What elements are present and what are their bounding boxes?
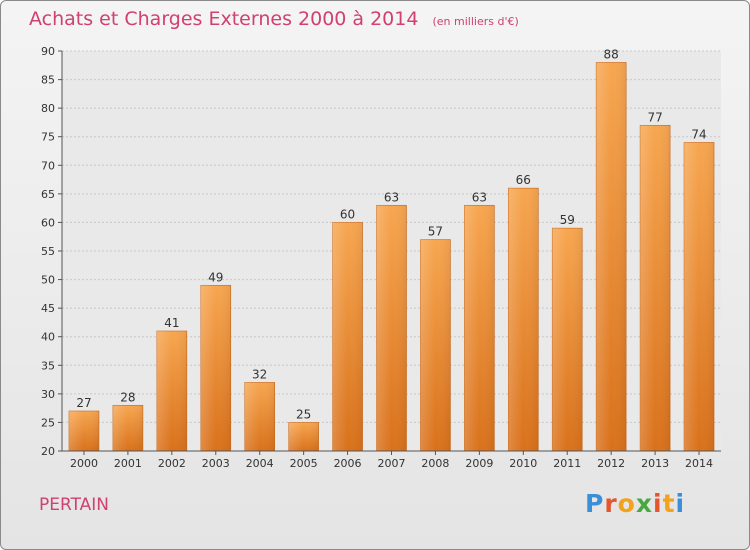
x-tick-label: 2014 <box>685 457 713 470</box>
y-tick-label: 35 <box>41 359 55 372</box>
x-tick-label: 2008 <box>421 457 449 470</box>
data-label: 74 <box>691 127 706 141</box>
data-label: 66 <box>516 173 531 187</box>
logo-letter: x <box>635 489 653 518</box>
bar-shine <box>684 142 715 451</box>
x-tick-label: 2007 <box>378 457 406 470</box>
bar-shine <box>200 285 231 451</box>
data-label: 60 <box>340 207 355 221</box>
y-tick-label: 20 <box>41 445 55 458</box>
bar-shine <box>332 222 363 451</box>
logo-letter: P <box>585 489 605 518</box>
y-tick-label: 90 <box>41 45 55 58</box>
data-label: 41 <box>164 316 179 330</box>
x-tick-label: 2013 <box>641 457 669 470</box>
logo-letter: o <box>617 489 636 518</box>
data-label: 57 <box>428 225 443 239</box>
bar-shine <box>112 405 143 451</box>
logo-letter: r <box>604 489 618 518</box>
chart-subtitle: (en milliers d'€) <box>432 15 519 28</box>
bar-shine <box>420 239 451 451</box>
y-tick-label: 85 <box>41 74 55 87</box>
bar-shine <box>596 62 627 452</box>
data-label: 63 <box>384 190 399 204</box>
y-tick-label: 60 <box>41 216 55 229</box>
x-tick-label: 2012 <box>597 457 625 470</box>
bar-shine <box>464 205 495 451</box>
x-tick-label: 2000 <box>70 457 98 470</box>
chart-title: Achats et Charges Externes 2000 à 2014 (… <box>29 8 519 30</box>
y-tick-label: 70 <box>41 159 55 172</box>
y-tick-label: 80 <box>41 102 55 115</box>
y-tick-label: 55 <box>41 245 55 258</box>
data-label: 77 <box>647 110 662 124</box>
y-tick-label: 40 <box>41 331 55 344</box>
y-tick-label: 45 <box>41 302 55 315</box>
x-tick-label: 2011 <box>553 457 581 470</box>
x-tick-label: 2006 <box>334 457 362 470</box>
bar-shine <box>508 188 539 451</box>
bar-shine <box>156 331 187 451</box>
data-label: 49 <box>208 270 223 284</box>
data-label: 28 <box>120 390 135 404</box>
place-name: PERTAIN <box>39 495 109 515</box>
bar-shine <box>288 422 319 451</box>
bar-shine <box>640 125 671 452</box>
y-tick-label: 75 <box>41 131 55 144</box>
y-tick-label: 30 <box>41 388 55 401</box>
bar-shine <box>552 228 583 451</box>
y-tick-label: 65 <box>41 188 55 201</box>
chart-title-text: Achats et Charges Externes 2000 à 2014 <box>29 8 419 30</box>
logo-letter: i <box>675 489 686 518</box>
bar-shine <box>376 205 407 451</box>
x-tick-label: 2010 <box>509 457 537 470</box>
proxiti-logo: Proxiti <box>585 489 685 518</box>
data-label: 88 <box>604 47 619 61</box>
data-label: 63 <box>472 190 487 204</box>
data-label: 25 <box>296 407 311 421</box>
x-tick-label: 2004 <box>246 457 274 470</box>
x-tick-label: 2009 <box>465 457 493 470</box>
data-label: 32 <box>252 367 267 381</box>
data-label: 27 <box>76 396 91 410</box>
x-tick-label: 2001 <box>114 457 142 470</box>
x-tick-label: 2005 <box>290 457 318 470</box>
bar-shine <box>68 411 99 451</box>
y-tick-label: 25 <box>41 416 55 429</box>
data-label: 59 <box>560 213 575 227</box>
x-tick-label: 2003 <box>202 457 230 470</box>
bar-shine <box>244 382 275 451</box>
y-tick-label: 50 <box>41 274 55 287</box>
logo-letter: t <box>662 489 676 518</box>
logo-letter: i <box>653 489 663 518</box>
x-tick-label: 2002 <box>158 457 186 470</box>
